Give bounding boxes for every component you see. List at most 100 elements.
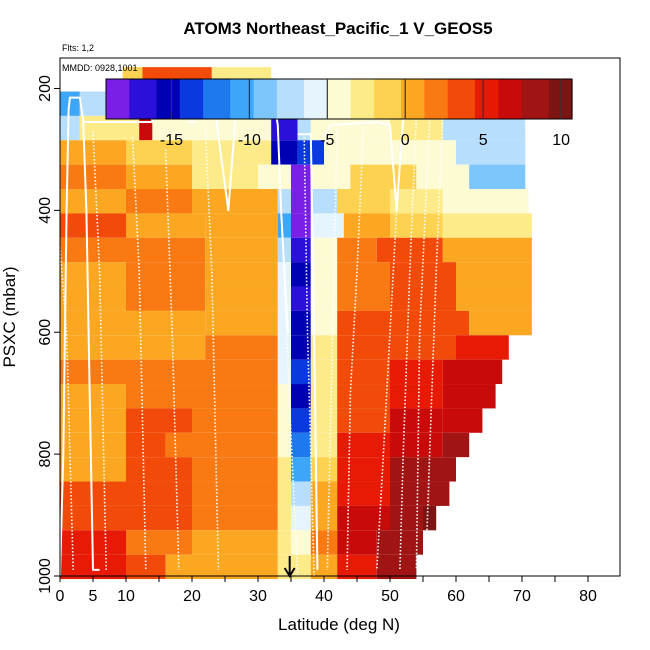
heatmap-cell [469,164,526,190]
heatmap-cell [291,237,311,263]
heatmap-cells [60,67,532,580]
x-tick-label: 40 [315,588,333,605]
heatmap-cell [126,286,206,311]
colorbar-segment [346,79,352,119]
colorbar-segment [199,79,204,119]
heatmap-cell [416,164,470,190]
heatmap-cell [277,432,291,458]
colorbar-segment [272,79,278,119]
heatmap-cell [291,408,311,433]
heatmap-cell [291,164,311,190]
heatmap-cell [310,505,338,531]
colorbar-segment [408,79,414,119]
heatmap-cell [126,140,192,165]
colorbar-segment [482,79,488,119]
colorbar-segment [389,79,394,119]
heatmap-cell [60,237,126,263]
heatmap-cell [310,554,338,580]
heatmap-cell [126,262,206,287]
flight-track [346,124,365,570]
colorbar-segment [269,79,274,119]
flight-track [303,137,315,577]
colorbar-segment [117,79,123,119]
heatmap-cell [376,237,443,263]
colorbar-segment [537,79,542,119]
heatmap-cell [126,164,192,190]
heatmap-cell [60,262,126,287]
colorbar-segment [428,79,433,119]
x-tick-label: 30 [249,588,267,605]
colorbar-segment [331,79,336,119]
heatmap-cell [192,505,278,531]
colorbar-frame [105,78,573,120]
heatmap-cell [337,384,390,409]
heatmap-cell [442,384,496,409]
heatmap-cell [126,237,206,263]
heatmap-cell [205,310,278,336]
colorbar-segment [144,79,150,119]
colorbar-tick-label: 5 [479,132,488,149]
colorbar-segment [292,79,297,119]
colorbar-segment [405,79,410,119]
colorbar-segment [234,79,239,119]
colorbar: -15 -10 -5 0 5 10 [105,78,573,149]
colorbar-segment [474,79,480,119]
colorbar-segment [447,79,453,119]
x-tick-label: 60 [447,588,465,605]
colorbar-segment [133,79,138,119]
y-axis: 200 400 600 800 1000 [37,75,60,594]
colorbar-segment [373,79,379,119]
colorbar-segment [323,79,328,119]
heatmap-cell [423,505,437,531]
colorbar-segment [420,79,426,119]
colorbar-segment [218,79,224,119]
colorbar-segment [412,79,418,119]
colorbar-segment [319,79,325,119]
y-tick-label: 200 [37,75,54,102]
heatmap-cell [337,262,390,287]
y-tick-label: 400 [37,197,54,224]
heatmap-cell [390,359,443,385]
colorbar-segment [249,79,255,119]
colorbar-segment [304,79,309,119]
colorbar-segment [156,79,161,119]
heatmap-cell [390,213,443,238]
colorbar-segment [478,79,484,119]
colorbar-segment [238,79,243,119]
colorbar-segment [533,79,538,119]
colorbar-segment [525,79,530,119]
colorbar-segment [241,79,247,119]
heatmap-cell [310,457,338,482]
heatmap-cell [343,213,390,238]
colorbar-segment [183,79,189,119]
colorbar-segment [556,79,561,119]
heatmap-cell [310,164,351,190]
heatmap-cell [126,505,192,531]
heatmap-cell [390,457,430,482]
heatmap-cell [324,140,390,165]
x-axis-label: Latitude (deg N) [278,615,400,634]
colorbar-segment [513,79,519,119]
colorbar-segment [257,79,262,119]
heatmap-cell [126,335,206,360]
arrow-head [283,567,296,578]
flight-track [425,115,444,552]
colorbar-segment [280,79,286,119]
colorbar-segment [187,79,193,119]
heatmap-cell [277,530,291,555]
heatmap-cell [337,359,390,385]
colorbar-tick-label: 10 [552,132,570,149]
heatmap-cell [126,481,192,506]
colorbar-segment [148,79,154,119]
heatmap-cell [277,408,291,433]
heatmap-cell [390,384,443,409]
flight-track [92,131,107,570]
heatmap-cell [205,237,278,263]
x-tick-label: 0 [56,588,65,605]
heatmap-cell [442,115,526,141]
heatmap-cell [442,189,529,214]
heatmap-cell [277,481,291,506]
colorbar-segment [381,79,387,119]
colorbar-segment [564,79,569,119]
heatmap-cell [277,286,291,311]
